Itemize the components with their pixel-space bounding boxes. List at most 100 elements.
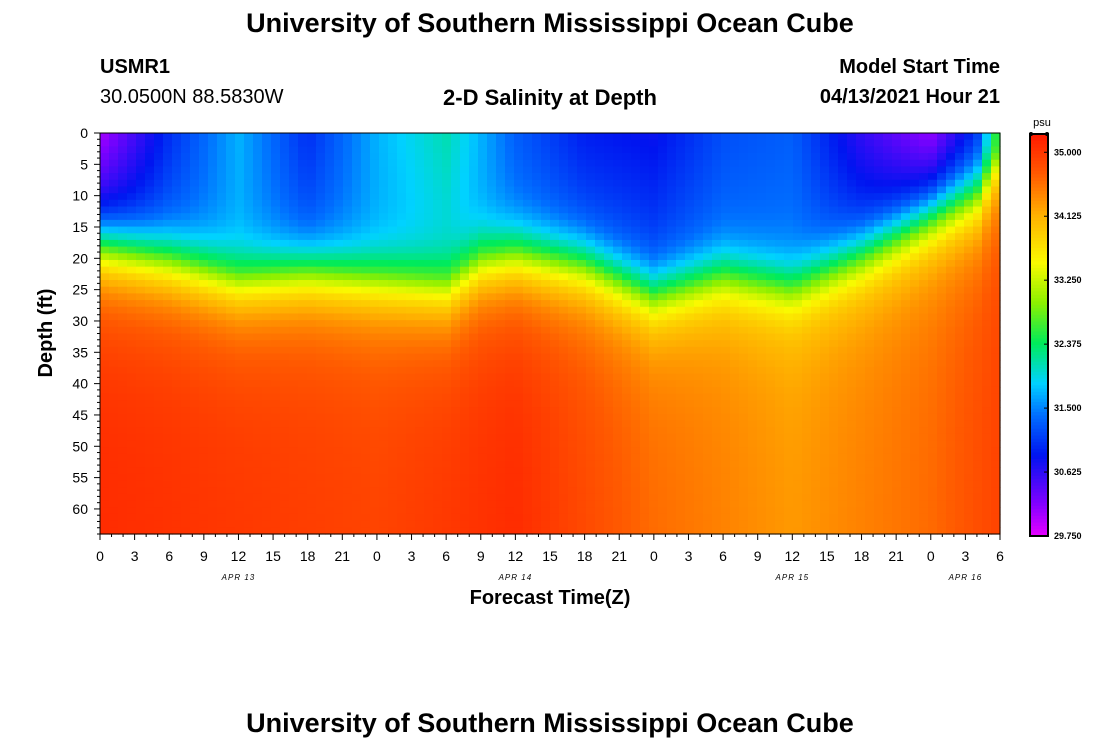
heatmap-cell — [145, 159, 155, 168]
heatmap-cell — [271, 440, 281, 448]
heatmap-cell — [388, 239, 398, 248]
heatmap-cell — [730, 447, 740, 455]
heatmap-cell — [307, 186, 317, 194]
heatmap-cell — [766, 153, 776, 161]
heatmap-cell — [595, 326, 605, 335]
heatmap-cell — [658, 286, 668, 294]
heatmap-cell — [604, 480, 614, 488]
heatmap-cell — [568, 173, 578, 181]
heatmap-cell — [442, 280, 452, 288]
heatmap-cell — [586, 186, 596, 194]
heatmap-cell — [757, 179, 767, 188]
heatmap-cell — [613, 259, 623, 268]
heatmap-cell — [460, 199, 470, 208]
heatmap-cell — [361, 186, 371, 194]
heatmap-cell — [334, 433, 344, 442]
heatmap-cell — [604, 333, 614, 341]
heatmap-cell — [217, 306, 227, 315]
heatmap-cell — [469, 447, 479, 455]
heatmap-cell — [271, 300, 281, 308]
heatmap-cell — [271, 273, 281, 281]
heatmap-cell — [775, 193, 785, 201]
heatmap-cell — [703, 493, 713, 502]
heatmap-cell — [154, 146, 164, 154]
heatmap-cell — [235, 246, 245, 254]
heatmap-cell — [451, 400, 461, 408]
heatmap-cell — [757, 233, 767, 241]
heatmap-cell — [334, 326, 344, 335]
heatmap-cell — [325, 433, 335, 442]
heatmap-cell — [604, 407, 614, 415]
heatmap-cell — [406, 173, 416, 181]
heatmap-cell — [271, 139, 281, 147]
heatmap-cell — [181, 139, 191, 147]
heatmap-cell — [361, 513, 371, 522]
heatmap-cell — [694, 173, 704, 181]
heatmap-cell — [181, 259, 191, 268]
heatmap-cell — [352, 166, 362, 174]
heatmap-cell — [244, 460, 254, 468]
heatmap-cell — [361, 226, 371, 234]
heatmap-cell — [496, 306, 506, 315]
heatmap-cell — [559, 467, 569, 475]
heatmap-cell — [559, 146, 569, 154]
heatmap-cell — [100, 353, 110, 361]
heatmap-cell — [415, 527, 425, 535]
heatmap-cell — [136, 166, 146, 174]
heatmap-cell — [730, 493, 740, 502]
heatmap-cell — [604, 340, 614, 348]
heatmap-cell — [514, 206, 524, 214]
heatmap-cell — [478, 313, 488, 321]
heatmap-cell — [406, 253, 416, 261]
heatmap-cell — [667, 380, 677, 388]
heatmap-cell — [289, 333, 299, 341]
heatmap-cell — [415, 447, 425, 455]
heatmap-cell — [172, 333, 182, 341]
heatmap-cell — [676, 153, 686, 161]
heatmap-cell — [550, 380, 560, 388]
heatmap-cell — [667, 186, 677, 194]
heatmap-cell — [505, 340, 515, 348]
heatmap-cell — [388, 326, 398, 335]
heatmap-cell — [370, 213, 380, 221]
heatmap-cell — [100, 520, 110, 528]
heatmap-cell — [721, 206, 731, 214]
heatmap-cell — [469, 393, 479, 401]
heatmap-cell — [604, 360, 614, 368]
heatmap-cell — [721, 447, 731, 455]
heatmap-cell — [280, 320, 290, 328]
heatmap-cell — [658, 407, 668, 415]
heatmap-cell — [424, 373, 434, 381]
heatmap-cell — [442, 500, 452, 508]
heatmap-cell — [496, 440, 506, 448]
heatmap-cell — [757, 353, 767, 361]
heatmap-cell — [586, 313, 596, 321]
heatmap-cell — [613, 206, 623, 214]
heatmap-cell — [109, 480, 119, 488]
heatmap-cell — [514, 440, 524, 448]
heatmap-cell — [775, 440, 785, 448]
heatmap-cell — [820, 159, 830, 168]
heatmap-cell — [703, 520, 713, 528]
heatmap-cell — [217, 473, 227, 482]
heatmap-cell — [640, 407, 650, 415]
heatmap-cell — [262, 146, 272, 154]
heatmap-cell — [145, 153, 155, 161]
heatmap-cell — [100, 480, 110, 488]
heatmap-cell — [667, 313, 677, 321]
heatmap-cell — [280, 186, 290, 194]
heatmap-cell — [253, 153, 263, 161]
heatmap-cell — [703, 266, 713, 274]
heatmap-cell — [388, 159, 398, 168]
heatmap-cell — [685, 507, 695, 515]
heatmap-cell — [613, 159, 623, 168]
heatmap-cell — [109, 226, 119, 234]
heatmap-cell — [811, 400, 821, 408]
heatmap-cell — [370, 193, 380, 201]
heatmap-cell — [640, 500, 650, 508]
heatmap-cell — [532, 273, 542, 281]
heatmap-cell — [514, 527, 524, 535]
heatmap-cell — [640, 239, 650, 248]
heatmap-cell — [253, 440, 263, 448]
heatmap-cell — [208, 206, 218, 214]
